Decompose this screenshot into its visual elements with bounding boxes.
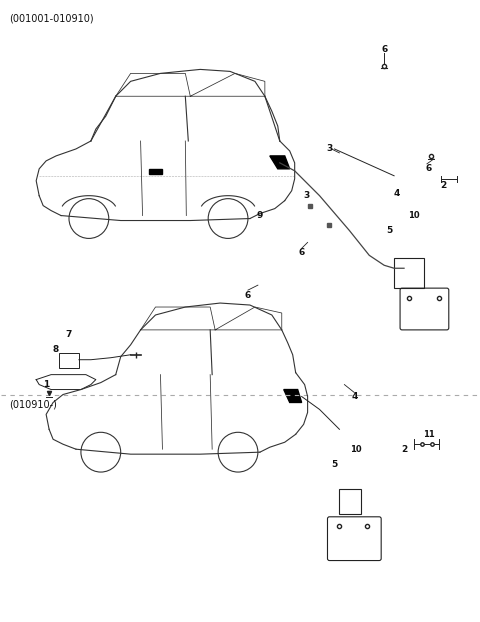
Text: 5: 5 [386,226,392,235]
Text: 6: 6 [299,248,305,257]
Text: 7: 7 [66,330,72,340]
Bar [339,489,361,514]
Bar [59,353,79,368]
Text: 11: 11 [423,430,435,439]
Text: (001001-010910): (001001-010910) [9,14,94,24]
Polygon shape [270,156,290,169]
Text: 8: 8 [53,345,59,355]
Bar [394,258,424,288]
Text: 3: 3 [303,191,310,200]
Text: (010910-): (010910-) [9,399,57,409]
Text: 6: 6 [245,290,251,300]
Text: 3: 3 [326,144,333,154]
Text: 2: 2 [401,445,407,453]
Text: 6: 6 [381,45,387,54]
Text: 2: 2 [441,181,447,190]
Polygon shape [148,169,162,174]
Text: 9: 9 [257,211,263,220]
Text: 10: 10 [408,211,420,220]
Text: 10: 10 [350,445,362,453]
Text: 6: 6 [426,164,432,174]
Polygon shape [284,389,301,402]
Text: 1: 1 [43,380,49,389]
Text: 5: 5 [331,460,337,468]
Text: 4: 4 [351,392,358,401]
Text: 4: 4 [394,189,400,198]
